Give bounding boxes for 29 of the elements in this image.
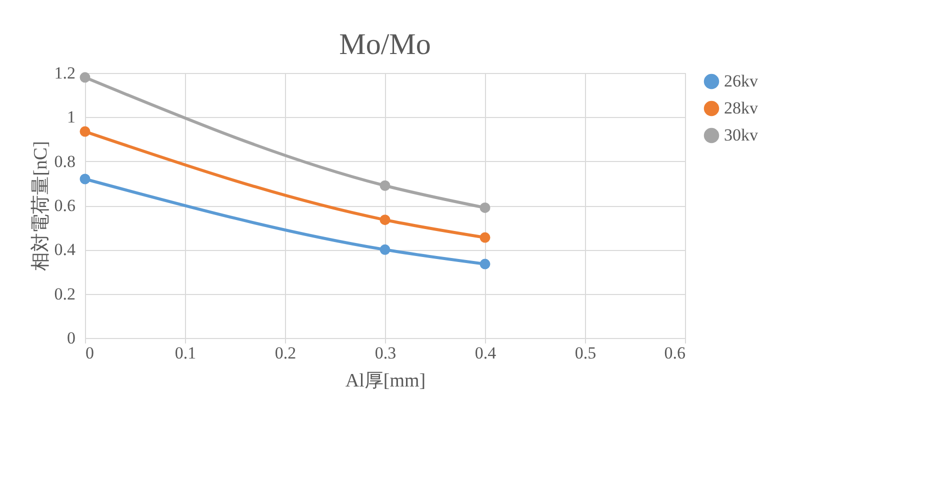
point bbox=[80, 72, 90, 83]
point bbox=[380, 214, 390, 226]
point bbox=[480, 202, 490, 213]
point bbox=[380, 244, 390, 255]
point bbox=[480, 258, 490, 270]
x-tick-label: 0.3 bbox=[374, 344, 396, 362]
x-tick-label: 0 bbox=[86, 344, 94, 362]
x-tick-label: 0.4 bbox=[474, 344, 497, 362]
x-axis-title: Al厚[mm] bbox=[345, 370, 426, 392]
y-axis-title: 相対電荷量[nC] bbox=[29, 141, 52, 271]
y-tick-label: 1.2 bbox=[54, 64, 76, 82]
x-tick-label: 0.1 bbox=[174, 344, 196, 362]
legend-label: 28kv bbox=[724, 98, 758, 118]
y-tick-label: 0.4 bbox=[54, 240, 76, 260]
chart-title: Mo/Mo bbox=[339, 28, 431, 61]
point bbox=[80, 174, 90, 184]
legend-label: 30kv bbox=[724, 126, 758, 144]
y-tick-label: 0 bbox=[67, 328, 76, 348]
y-tick-label: 1 bbox=[67, 108, 76, 127]
y-tick-label: 0.2 bbox=[54, 284, 76, 304]
point bbox=[380, 180, 390, 191]
x-tick-label: 0.2 bbox=[274, 344, 296, 362]
y-tick-label: 0.6 bbox=[54, 196, 76, 215]
point bbox=[80, 126, 90, 137]
point bbox=[480, 232, 490, 243]
legend-label: 26kv bbox=[724, 72, 758, 90]
x-tick-label: 0.5 bbox=[574, 344, 596, 362]
x-tick-label: 0.6 bbox=[664, 344, 686, 362]
y-tick-label: 0.8 bbox=[54, 152, 76, 171]
